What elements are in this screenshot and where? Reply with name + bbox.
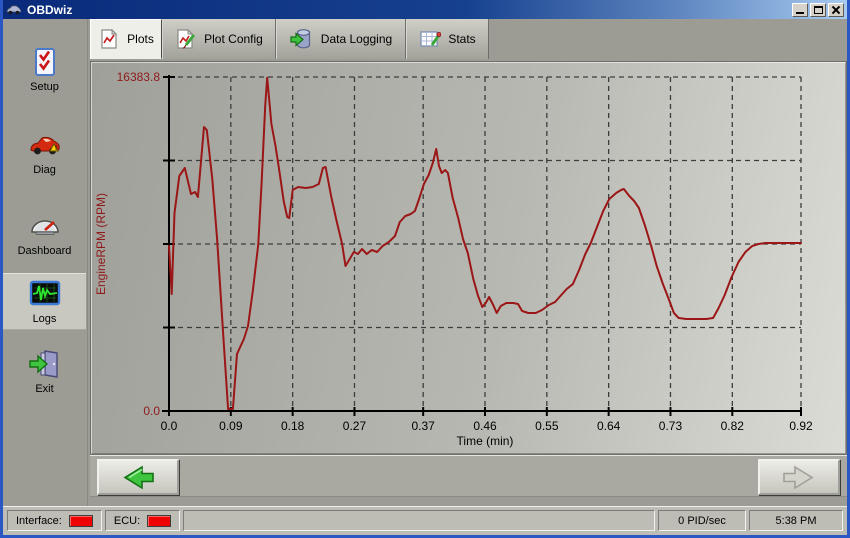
close-button[interactable] <box>828 2 844 17</box>
ecu-led <box>147 514 172 527</box>
tab-bar: Plots Plot Config Data Logging <box>88 19 847 59</box>
sidebar-item-label: Dashboard <box>17 245 72 257</box>
sidebar: Setup ! Diag Dashboard <box>3 19 88 506</box>
ecu-label: ECU: <box>113 514 141 527</box>
sidebar-item-setup[interactable]: Setup <box>3 41 86 98</box>
back-button[interactable] <box>97 459 179 495</box>
interface-led <box>68 514 93 527</box>
app-icon <box>6 5 22 15</box>
sidebar-item-diag[interactable]: ! Diag <box>3 124 86 181</box>
svg-text:0.92: 0.92 <box>789 419 813 433</box>
chart-edit-icon <box>177 28 196 49</box>
plot-nav-bar <box>90 455 847 497</box>
interface-status: Interface: <box>7 510 102 531</box>
waveform-icon <box>29 280 60 306</box>
forward-button[interactable] <box>758 459 840 495</box>
sidebar-item-logs[interactable]: Logs <box>3 273 86 330</box>
svg-text:0.18: 0.18 <box>281 419 305 433</box>
minimize-icon <box>796 12 804 14</box>
svg-text:EngineRPM (RPM): EngineRPM (RPM) <box>94 193 108 295</box>
tab-plot-config[interactable]: Plot Config <box>162 19 276 59</box>
svg-text:0.0: 0.0 <box>143 404 160 418</box>
tab-label: Plots <box>127 32 154 46</box>
database-export-icon <box>290 29 310 49</box>
svg-text:0.09: 0.09 <box>219 419 243 433</box>
interface-label: Interface: <box>16 514 62 527</box>
stats-edit-icon <box>420 31 442 47</box>
tab-label: Stats <box>448 32 476 46</box>
status-message-panel <box>183 510 655 531</box>
tab-stats[interactable]: Stats <box>406 19 489 59</box>
checklist-icon <box>34 48 55 76</box>
sidebar-item-dashboard[interactable]: Dashboard <box>3 205 86 262</box>
svg-text:0.82: 0.82 <box>721 419 745 433</box>
svg-text:0.27: 0.27 <box>343 419 367 433</box>
window-title: OBDwiz <box>27 2 73 17</box>
car-icon: ! <box>29 136 60 155</box>
tab-label: Data Logging <box>320 32 393 46</box>
svg-text:16383.8: 16383.8 <box>117 70 161 84</box>
svg-text:!: ! <box>55 146 57 152</box>
sidebar-item-label: Logs <box>32 313 57 325</box>
minimize-button[interactable] <box>792 2 808 17</box>
back-arrow-icon <box>123 465 154 489</box>
sidebar-item-label: Setup <box>30 81 59 93</box>
main-area: Plots Plot Config Data Logging <box>88 19 847 506</box>
clock: 5:38 PM <box>749 510 843 531</box>
svg-text:0.46: 0.46 <box>473 419 497 433</box>
svg-text:0.55: 0.55 <box>535 419 559 433</box>
rpm-time-plot: 16383.8 0.00.0 0.09 0.18 0.27 0.37 0.46 0.55 0.6… <box>94 70 813 448</box>
svg-text:0.37: 0.37 <box>411 419 435 433</box>
maximize-button[interactable] <box>810 2 826 17</box>
status-bar: Interface: ECU: 0 PID/sec 5:38 PM <box>3 506 847 535</box>
svg-text:0.0: 0.0 <box>161 419 178 433</box>
chart-panel: 16383.8 0.0 0.0 0.09 0.18 0.27 0.37 0.46 0.55 0.6… <box>90 61 847 455</box>
sidebar-item-exit[interactable]: Exit <box>3 343 86 400</box>
close-icon <box>831 5 841 15</box>
svg-text:Time (min): Time (min) <box>457 434 514 448</box>
forward-arrow-icon <box>783 465 814 489</box>
tab-label: Plot Config <box>204 32 263 46</box>
ecu-status: ECU: <box>104 510 181 531</box>
title-bar: OBDwiz <box>3 0 847 19</box>
tab-plots[interactable]: Plots <box>90 19 162 59</box>
sidebar-item-label: Exit <box>35 383 54 395</box>
chart-page-icon <box>101 28 118 49</box>
sidebar-item-label: Diag <box>33 164 56 176</box>
pid-rate: 0 PID/sec <box>658 510 746 531</box>
gauge-icon <box>30 220 59 235</box>
exit-door-icon <box>28 350 58 378</box>
svg-text:0.64: 0.64 <box>597 419 621 433</box>
tab-data-logging[interactable]: Data Logging <box>276 19 406 59</box>
maximize-icon <box>813 5 823 14</box>
svg-text:0.73: 0.73 <box>659 419 683 433</box>
